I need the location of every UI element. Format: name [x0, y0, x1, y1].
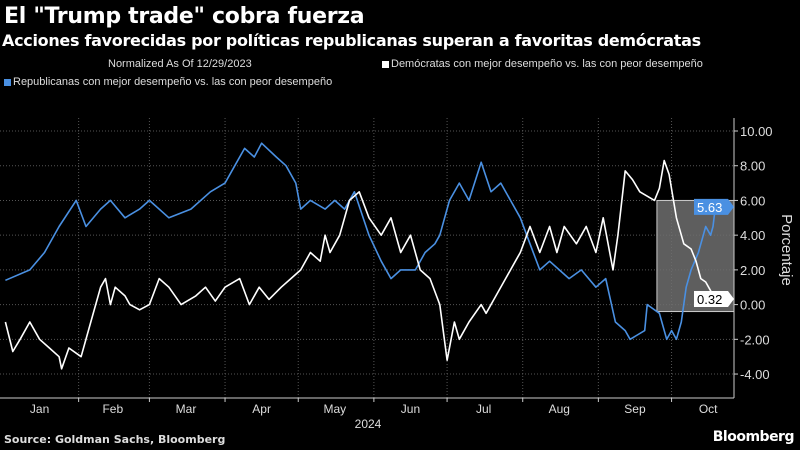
- y-tick-label: 6.00: [740, 193, 765, 208]
- y-tick-label: 8.00: [740, 159, 765, 174]
- last-value-badge: [694, 198, 734, 215]
- legend-item-republicans: Republicanas con mejor desempeño vs. las…: [4, 76, 332, 88]
- x-tick-label: Jan: [30, 402, 49, 416]
- x-tick-label: Jun: [401, 402, 420, 416]
- y-tick-label: 0.00: [740, 298, 765, 313]
- chart-title: El "Trump trade" cobra fuerza: [4, 4, 365, 29]
- y-tick-label: 4.00: [740, 228, 765, 243]
- y-tick-label: 2.00: [740, 263, 765, 278]
- series-line-democrats: [4, 159, 719, 370]
- x-tick-label: Oct: [699, 402, 718, 416]
- x-tick-label: Aug: [549, 402, 570, 416]
- x-tick-label: May: [324, 402, 347, 416]
- x-tick-label: Mar: [176, 402, 197, 416]
- last-value-label: 5.63: [697, 200, 722, 215]
- legend-label: Demócratas con mejor desempeño vs. las c…: [391, 58, 703, 70]
- x-tick-label: Apr: [252, 402, 271, 416]
- bloomberg-logo: Bloomberg: [712, 429, 795, 445]
- x-axis-label: 2024: [355, 417, 382, 431]
- y-axis-label: Porcentaje: [778, 214, 795, 286]
- last-value-badge: [694, 291, 734, 308]
- legend-swatch-blue: [4, 78, 11, 86]
- x-tick-label: Jul: [476, 402, 491, 416]
- chart-subtitle: Acciones favorecidas por políticas repub…: [2, 31, 701, 50]
- legend-label: Republicanas con mejor desempeño vs. las…: [13, 76, 333, 88]
- x-tick-label: Feb: [102, 402, 123, 416]
- normalization-note: Normalized As Of 12/29/2023: [108, 58, 252, 70]
- y-tick-label: 10.00: [740, 124, 773, 139]
- y-tick-label: -2.00: [740, 332, 770, 347]
- legend-item-democrats: Demócratas con mejor desempeño vs. las c…: [382, 58, 703, 70]
- x-tick-label: Sep: [624, 402, 646, 416]
- source-note: Source: Goldman Sachs, Bloomberg: [4, 433, 226, 446]
- legend-swatch-white: [382, 60, 389, 68]
- series-line-republicans: [5, 142, 719, 341]
- last-value-label: 0.32: [697, 292, 722, 307]
- y-tick-label: -4.00: [740, 367, 770, 382]
